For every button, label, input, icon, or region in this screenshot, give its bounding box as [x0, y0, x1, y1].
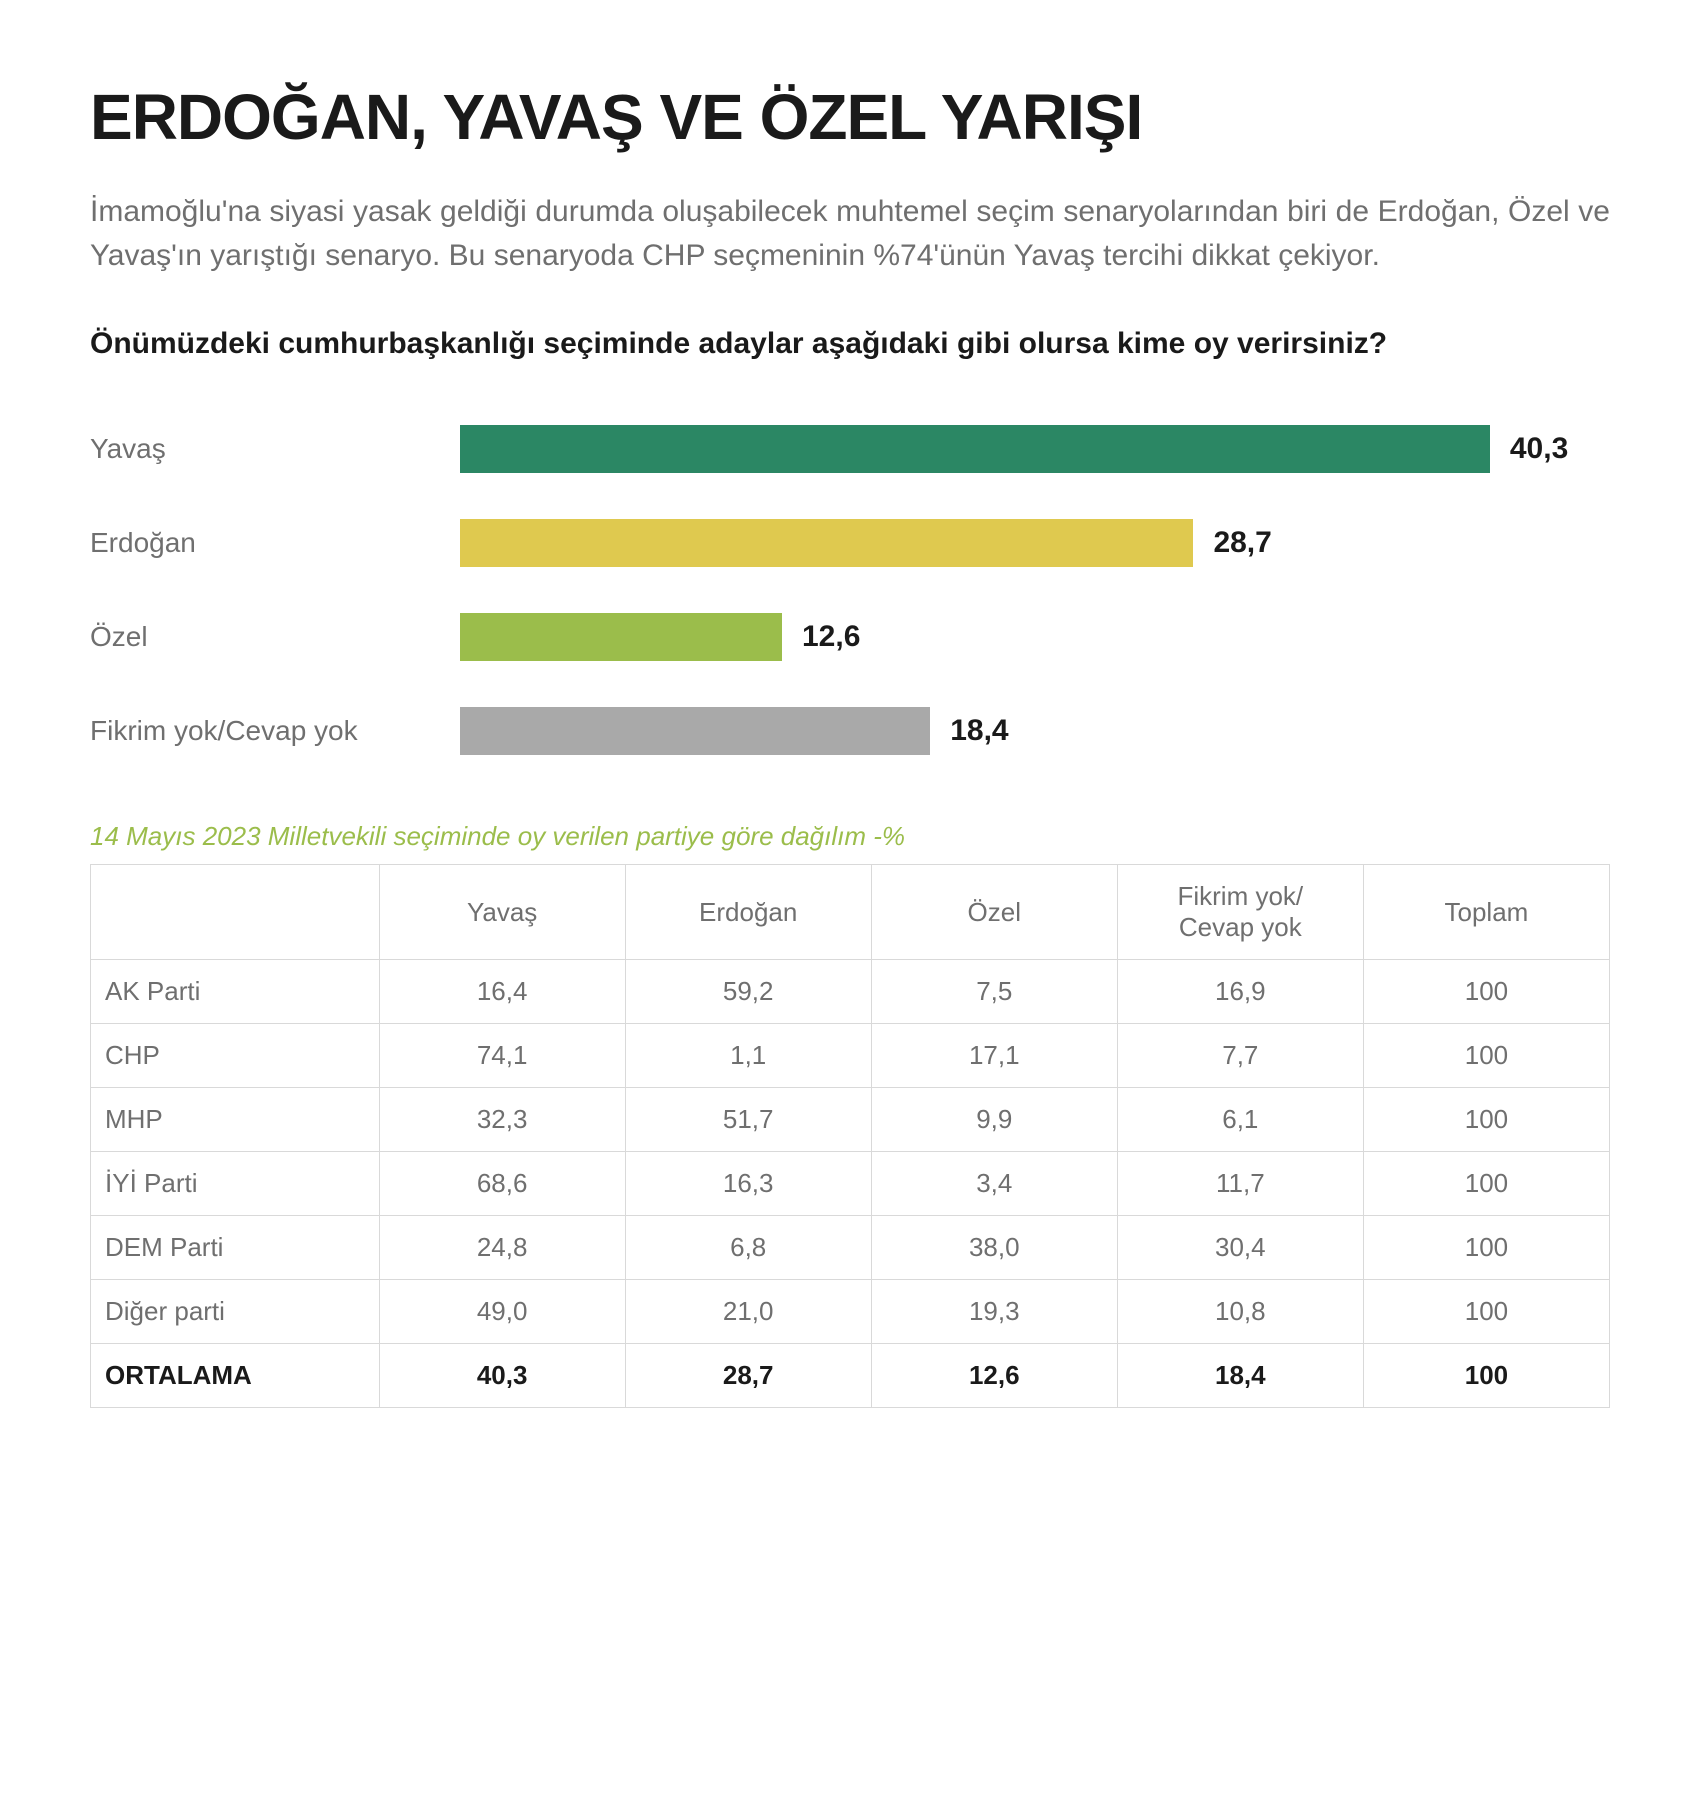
table-row: İYİ Parti68,616,33,411,7100 [91, 1152, 1610, 1216]
table-cell: 19,3 [871, 1280, 1117, 1344]
table-cell: 51,7 [625, 1088, 871, 1152]
table-cell: 32,3 [379, 1088, 625, 1152]
table-cell: 10,8 [1117, 1280, 1363, 1344]
table-cell: 49,0 [379, 1280, 625, 1344]
table-cell: 100 [1363, 1344, 1609, 1408]
table-row-head: ORTALAMA [91, 1344, 380, 1408]
table-cell: 40,3 [379, 1344, 625, 1408]
chart-bar [460, 707, 930, 755]
chart-track: 12,6 [460, 613, 1610, 661]
table-caption: 14 Mayıs 2023 Milletvekili seçiminde oy … [90, 821, 1610, 852]
chart-bar [460, 613, 782, 661]
table-cell: 68,6 [379, 1152, 625, 1216]
table-cell: 6,1 [1117, 1088, 1363, 1152]
table-header-cell: Erdoğan [625, 865, 871, 960]
table-header-cell [91, 865, 380, 960]
table-cell: 7,5 [871, 960, 1117, 1024]
bar-chart: Yavaş 40,3 Erdoğan 28,7 Özel 12,6 Fikrim yok/C… [90, 419, 1610, 761]
table-row-head: CHP [91, 1024, 380, 1088]
breakdown-table: YavaşErdoğanÖzelFikrim yok/Cevap yokTopl… [90, 864, 1610, 1408]
table-cell: 100 [1363, 960, 1609, 1024]
table-cell: 12,6 [871, 1344, 1117, 1408]
chart-bar-label: Yavaş [90, 433, 460, 465]
chart-bar-label: Özel [90, 621, 460, 653]
chart-bar-label: Fikrim yok/Cevap yok [90, 715, 460, 747]
table-cell: 38,0 [871, 1216, 1117, 1280]
table-row: ORTALAMA40,328,712,618,4100 [91, 1344, 1610, 1408]
table-header-row: YavaşErdoğanÖzelFikrim yok/Cevap yokTopl… [91, 865, 1610, 960]
table-header-cell: Toplam [1363, 865, 1609, 960]
chart-track: 18,4 [460, 707, 1610, 755]
table-cell: 16,3 [625, 1152, 871, 1216]
chart-bar-value: 40,3 [1510, 432, 1568, 466]
table-cell: 100 [1363, 1216, 1609, 1280]
table-cell: 1,1 [625, 1024, 871, 1088]
chart-bar-value: 18,4 [950, 714, 1008, 748]
table-cell: 24,8 [379, 1216, 625, 1280]
table-row-head: Diğer parti [91, 1280, 380, 1344]
chart-bar-label: Erdoğan [90, 527, 460, 559]
chart-row: Erdoğan 28,7 [90, 513, 1610, 573]
chart-row: Yavaş 40,3 [90, 419, 1610, 479]
table-row: CHP74,11,117,17,7100 [91, 1024, 1610, 1088]
table-row: AK Parti16,459,27,516,9100 [91, 960, 1610, 1024]
table-cell: 6,8 [625, 1216, 871, 1280]
intro-paragraph: İmamoğlu'na siyasi yasak geldiği durumda… [90, 190, 1610, 277]
chart-row: Fikrim yok/Cevap yok 18,4 [90, 701, 1610, 761]
table-cell: 30,4 [1117, 1216, 1363, 1280]
table-cell: 9,9 [871, 1088, 1117, 1152]
table-cell: 7,7 [1117, 1024, 1363, 1088]
table-cell: 100 [1363, 1024, 1609, 1088]
table-row: MHP32,351,79,96,1100 [91, 1088, 1610, 1152]
chart-bar-value: 12,6 [802, 620, 860, 654]
table-cell: 28,7 [625, 1344, 871, 1408]
table-cell: 59,2 [625, 960, 871, 1024]
table-cell: 21,0 [625, 1280, 871, 1344]
table-cell: 16,9 [1117, 960, 1363, 1024]
chart-bar [460, 519, 1193, 567]
survey-question: Önümüzdeki cumhurbaşkanlığı seçiminde ad… [90, 323, 1610, 365]
table-row-head: DEM Parti [91, 1216, 380, 1280]
chart-track: 28,7 [460, 519, 1610, 567]
chart-track: 40,3 [460, 425, 1610, 473]
table-cell: 100 [1363, 1152, 1609, 1216]
table-cell: 11,7 [1117, 1152, 1363, 1216]
table-cell: 17,1 [871, 1024, 1117, 1088]
table-header-cell: Fikrim yok/Cevap yok [1117, 865, 1363, 960]
chart-bar [460, 425, 1490, 473]
table-row-head: İYİ Parti [91, 1152, 380, 1216]
table-row: Diğer parti49,021,019,310,8100 [91, 1280, 1610, 1344]
table-row: DEM Parti24,86,838,030,4100 [91, 1216, 1610, 1280]
table-row-head: MHP [91, 1088, 380, 1152]
table-cell: 74,1 [379, 1024, 625, 1088]
table-row-head: AK Parti [91, 960, 380, 1024]
chart-bar-value: 28,7 [1213, 526, 1271, 560]
page: ERDOĞAN, YAVAŞ VE ÖZEL YARIŞI İmamoğlu'n… [0, 0, 1700, 1801]
table-cell: 18,4 [1117, 1344, 1363, 1408]
table-cell: 16,4 [379, 960, 625, 1024]
page-title: ERDOĞAN, YAVAŞ VE ÖZEL YARIŞI [90, 80, 1610, 154]
chart-row: Özel 12,6 [90, 607, 1610, 667]
table-cell: 100 [1363, 1088, 1609, 1152]
table-header-cell: Özel [871, 865, 1117, 960]
table-cell: 100 [1363, 1280, 1609, 1344]
table-cell: 3,4 [871, 1152, 1117, 1216]
table-header-cell: Yavaş [379, 865, 625, 960]
